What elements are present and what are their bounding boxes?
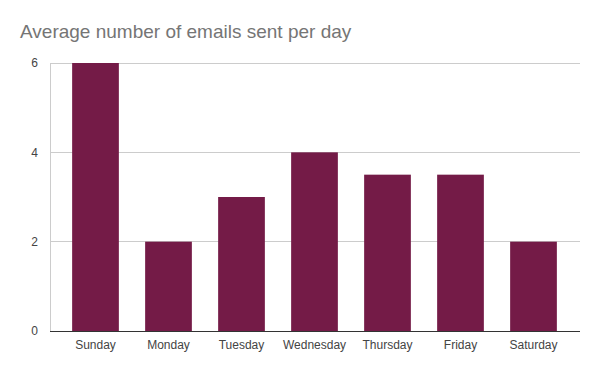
y-tick: 2 bbox=[31, 235, 50, 249]
x-tick-label: Sunday bbox=[75, 338, 116, 352]
x-tick-label: Friday bbox=[444, 338, 477, 352]
y-tick: 0 bbox=[31, 324, 50, 338]
x-tick: Friday bbox=[444, 331, 477, 352]
x-tick-label: Wednesday bbox=[283, 338, 346, 352]
x-tick: Tuesday bbox=[219, 331, 265, 352]
chart: Average number of emails sent per day 0 2 4… bbox=[0, 0, 600, 371]
bar bbox=[218, 197, 265, 331]
title: Average number of emails sent per day bbox=[20, 21, 352, 42]
y-tick: 6 bbox=[31, 56, 50, 70]
y-tick: 4 bbox=[31, 146, 50, 160]
x-tick: Saturday bbox=[509, 331, 557, 352]
background bbox=[0, 0, 600, 371]
bar bbox=[72, 63, 119, 331]
x-tick-label: Saturday bbox=[509, 338, 557, 352]
bar bbox=[510, 242, 557, 331]
baseline bbox=[50, 331, 580, 332]
bar bbox=[145, 242, 192, 331]
y-tick-label: 4 bbox=[31, 146, 38, 160]
x-tick: Wednesday bbox=[283, 331, 346, 352]
y-axis: 0 2 4 6 bbox=[31, 56, 50, 338]
x-tick-label: Thursday bbox=[362, 338, 412, 352]
y-tick-label: 6 bbox=[31, 56, 38, 70]
bar bbox=[291, 152, 338, 331]
bars bbox=[72, 63, 557, 331]
x-tick: Monday bbox=[147, 331, 190, 352]
baseline-overlay bbox=[50, 331, 580, 332]
x-tick-label: Tuesday bbox=[219, 338, 265, 352]
y-axis-line bbox=[50, 64, 51, 332]
x-axis: Sunday Monday Tuesday Wednesday Thursday Frid… bbox=[60, 331, 571, 352]
bar bbox=[364, 175, 411, 331]
grid-line bbox=[50, 63, 580, 64]
grid bbox=[50, 63, 580, 331]
y-tick-label: 0 bbox=[31, 324, 38, 338]
bar bbox=[437, 175, 484, 331]
x-tick: Sunday bbox=[75, 331, 116, 352]
y-tick-label: 2 bbox=[31, 235, 38, 249]
x-tick: Thursday bbox=[362, 331, 412, 352]
x-tick-label: Monday bbox=[147, 338, 190, 352]
